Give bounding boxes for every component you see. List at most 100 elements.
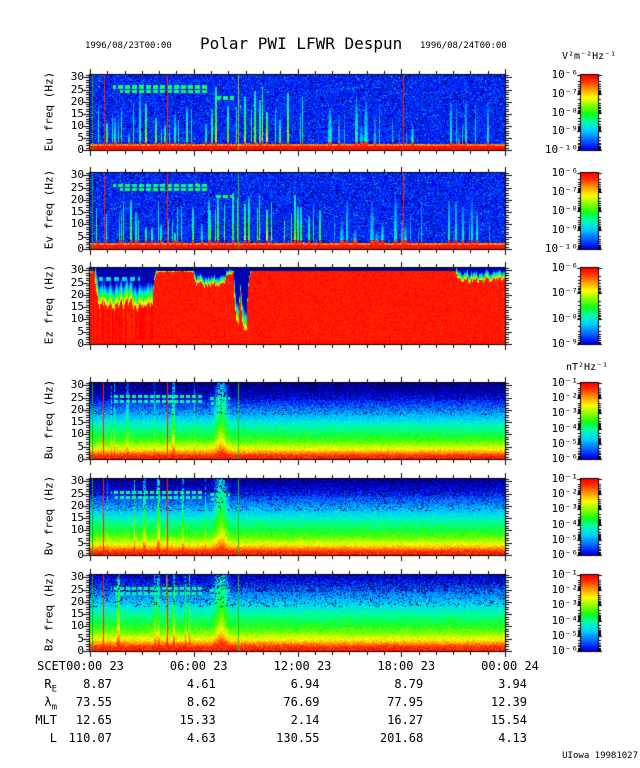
colorbar-tick-label-Bv: 10⁻⁴ [551,517,579,531]
ytick-label-Ez: 10 [70,312,84,326]
ytick-label-Ev: 15 [70,205,84,219]
ephemeris-value: 6.94 [290,677,320,691]
colorbar-tick-label-Bz: 10⁻¹ [551,568,579,581]
ytick-label-Eu: 25 [70,82,84,96]
ephemeris-row-label: λm [44,695,57,713]
colorbar-tick-label-Eu: 10⁻⁷ [551,86,579,100]
ytick-label-Eu: 15 [70,106,84,120]
ephemeris-value: 15.33 [179,713,216,727]
ytick-label-Bv: 0 [77,548,84,561]
ytick-label-Eu: 20 [70,94,84,108]
ephemeris-value: 73.55 [75,695,112,709]
ytick-label-Bu: 0 [77,452,84,465]
colorbar-tick-label-Bu: 10⁻¹ [551,376,579,389]
ytick-label-Ev: 10 [70,217,84,231]
ytick-label-Bu: 10 [70,427,84,441]
ytick-label-Bz: 5 [77,631,84,645]
ephemeris-value: 16.27 [387,713,424,727]
ephemeris-value: 4.13 [498,731,527,745]
ytick-label-Eu: 0 [77,143,84,156]
ytick-label-Ez: 0 [77,337,84,350]
ytick-label-Ev: 25 [70,180,84,194]
ephemeris-value: 3.94 [498,677,527,691]
scet-tick-label: 00:00 23 [66,659,124,673]
ytick-label-Eu: 30 [70,70,84,84]
ephemeris-value: 76.69 [283,695,320,709]
colorbar-tick-label-Eu: 10⁻¹⁰ [544,143,578,156]
ytick-label-Bv: 30 [70,474,84,488]
ylabel-Bz: Bz freq (Hz) [42,571,56,652]
scet-tick-label: 00:00 24 [481,659,539,673]
ytick-label-Ev: 0 [77,242,84,255]
colorbar-tick-label-Bv: 10⁻¹ [551,472,579,485]
ytick-label-Eu: 5 [77,130,84,144]
ytick-label-Ev: 30 [70,168,84,182]
start-date-label: 1996/08/23T00:00 [85,41,172,51]
colorbar-tick-label-Bv: 10⁻⁵ [551,532,579,546]
end-date-label: 1996/08/24T00:00 [420,41,507,51]
ephemeris-value: 4.63 [186,731,216,745]
colorbar-tick-label-Bu: 10⁻² [551,391,579,405]
ephemeris-value: 77.95 [387,695,424,709]
colorbar-tick-label-Bu: 10⁻⁵ [551,436,579,450]
colorbar-tick-label-Bv: 10⁻⁶ [551,548,579,561]
colorbar-tick-label-Bz: 10⁻⁶ [551,644,579,657]
ephemeris-value: 15.54 [490,713,527,727]
ytick-label-Bv: 10 [70,523,84,537]
scet-tick-label: 06:00 23 [169,659,228,673]
ephemeris-value: 130.55 [276,731,320,745]
ytick-label-Bv: 25 [70,486,84,500]
ytick-label-Ez: 5 [77,324,84,338]
colorbar-tick-label-Ev: 10⁻⁶ [551,166,579,179]
colorbar-tick-label-Bz: 10⁻² [551,583,579,597]
ephemeris-value: 2.14 [290,713,320,727]
ytick-label-Ez: 30 [70,263,84,277]
ytick-label-Bz: 30 [70,570,84,584]
colorbar-tick-label-Eu: 10⁻⁶ [551,68,579,81]
ephemeris-value: 110.07 [68,731,112,745]
colorbar-tick-label-Ez: 10⁻⁹ [551,337,579,350]
colorbar-tick-label-Eu: 10⁻⁸ [551,105,579,119]
ytick-label-Bu: 5 [77,439,84,453]
ephemeris-value: 201.68 [379,731,424,745]
ytick-label-Ev: 20 [70,192,84,206]
ephemeris-value: 8.79 [394,677,424,691]
colorbar-tick-label-Ev: 10⁻⁹ [551,223,579,236]
colorbar-tick-label-Ez: 10⁻⁷ [551,286,579,300]
colorbar-tick-label-Ez: 10⁻⁶ [551,261,579,274]
ytick-label-Bz: 0 [77,644,84,657]
colorbar-tick-label-Ev: 10⁻⁸ [551,204,579,217]
ytick-label-Bz: 25 [70,582,84,596]
scet-tick-label: 12:00 23 [273,659,332,673]
ytick-label-Bu: 30 [70,378,84,392]
ephemeris-value: 12.39 [490,695,527,709]
ephemeris-value: 8.87 [83,677,112,691]
ephemeris-row-label: RE [44,677,57,695]
ytick-label-Bz: 15 [70,607,84,621]
colorbar-tick-label-Bv: 10⁻² [551,487,579,501]
ytick-label-Bv: 5 [77,535,84,549]
ytick-label-Bz: 10 [70,619,84,633]
ytick-label-Bv: 20 [70,498,84,512]
colorbar-tick-label-Ev: 10⁻⁷ [551,185,579,198]
ytick-label-Bv: 15 [70,511,84,525]
colorbar-tick-label-Ez: 10⁻⁸ [551,311,579,325]
ytick-label-Bz: 20 [70,594,84,608]
ytick-label-Ez: 20 [70,287,84,301]
colorbar-tick-label-Bz: 10⁻³ [551,598,579,612]
ytick-label-Bu: 15 [70,415,84,429]
ytick-label-Ez: 15 [70,300,84,314]
ylabel-Ez: Ez freq (Hz) [42,264,56,345]
ytick-label-Bu: 25 [70,390,84,404]
magnetic-units-label: nT²Hz⁻¹ [566,362,609,373]
ytick-label-Ev: 5 [77,229,84,243]
ytick-label-Ez: 25 [70,275,84,289]
ephemeris-value: 8.62 [186,695,216,709]
ephemeris-value: 12.65 [75,713,112,727]
electric-units-label: V²m⁻²Hz⁻¹ [562,51,617,62]
plot-title: Polar PWI LFWR Despun [200,34,403,53]
colorbar-tick-label-Bu: 10⁻³ [551,406,579,420]
ephemeris-value: 4.61 [186,677,216,691]
